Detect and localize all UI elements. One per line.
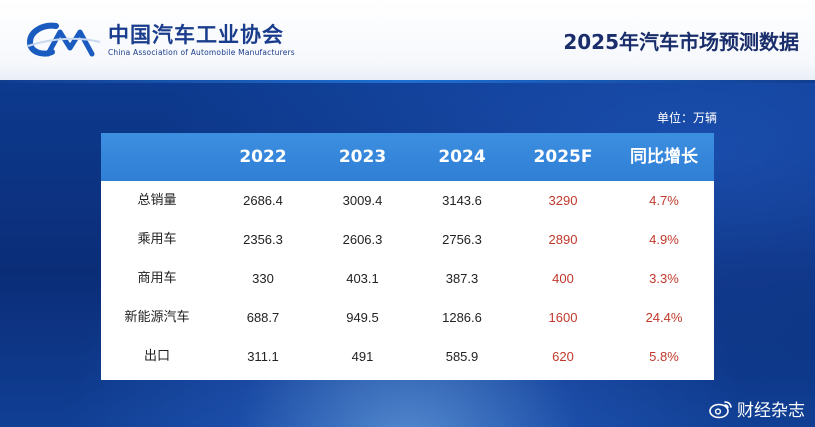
row-label: 出口 <box>143 349 170 364</box>
cell-2022: 2686.4 <box>243 193 283 208</box>
cell-2025f: 2890 <box>548 232 578 247</box>
cell-2024: 1286.6 <box>442 310 482 325</box>
cell-2024: 387.3 <box>445 271 479 286</box>
header-divider <box>0 80 815 83</box>
unit-label: 单位：万辆 <box>656 111 717 125</box>
cell-growth: 5.8% <box>649 349 679 364</box>
cell-growth: 4.9% <box>649 232 679 247</box>
cell-2025f: 400 <box>552 271 574 286</box>
table-row: 出口 311.1 491 585.9 620 5.8% <box>101 337 714 376</box>
table-row: 商用车 330 403.1 387.3 400 3.3% <box>101 259 714 298</box>
row-label: 乘用车 <box>137 232 177 247</box>
column-header-2022: 2022 <box>239 147 287 167</box>
watermark-text: 财经杂志 <box>737 401 805 421</box>
weibo-icon <box>709 400 732 418</box>
cell-2022: 688.7 <box>246 310 280 325</box>
column-header-growth: 同比增长 <box>630 147 698 167</box>
weibo-watermark: 财经杂志 <box>709 396 805 421</box>
cell-2023: 2606.3 <box>342 232 383 247</box>
caam-logo-icon <box>26 22 101 57</box>
column-header-2024: 2024 <box>438 147 486 167</box>
table-row: 乘用车 2356.3 2606.3 2756.3 2890 4.9% <box>101 220 714 259</box>
cell-2024: 585.9 <box>445 349 479 364</box>
cell-2023: 491 <box>351 349 374 364</box>
cell-2023: 949.5 <box>346 310 379 325</box>
cell-2025f: 620 <box>552 349 574 364</box>
table-row: 新能源汽车 688.7 949.5 1286.6 1600 24.4% <box>101 298 714 337</box>
cell-2022: 2356.3 <box>243 232 283 247</box>
forecast-table: 2022 2023 2024 2025F 同比增长 总销量 2686.4 300… <box>101 133 714 380</box>
cell-growth: 3.3% <box>649 271 679 286</box>
column-header-label <box>101 133 213 181</box>
cell-2025f: 1600 <box>548 310 578 325</box>
cell-2024: 2756.3 <box>442 232 482 247</box>
table-row: 总销量 2686.4 3009.4 3143.6 3290 4.7% <box>101 181 714 220</box>
cell-growth: 24.4% <box>645 310 683 325</box>
cell-2023: 403.1 <box>346 271 379 286</box>
column-header-2023: 2023 <box>338 147 387 167</box>
cell-2025f: 3290 <box>548 193 578 208</box>
cell-growth: 4.7% <box>649 193 679 208</box>
row-label: 新能源汽车 <box>124 310 190 325</box>
page-title: 2025年汽车市场预测数据 <box>563 30 799 54</box>
cell-2022: 330 <box>252 271 274 286</box>
header-bar: 中国汽车工业协会 China Association of Automobile… <box>0 0 815 80</box>
org-name: 中国汽车工业协会 <box>108 23 284 47</box>
cell-2023: 3009.4 <box>342 193 383 208</box>
row-label: 总销量 <box>137 193 177 208</box>
table-header-row: 2022 2023 2024 2025F 同比增长 <box>101 133 714 181</box>
row-label: 商用车 <box>137 271 177 286</box>
cell-2024: 3143.6 <box>442 193 482 208</box>
cell-2022: 311.1 <box>247 349 279 364</box>
column-header-2025f: 2025F <box>533 147 593 167</box>
org-subtitle: China Association of Automobile Manufact… <box>108 48 295 57</box>
